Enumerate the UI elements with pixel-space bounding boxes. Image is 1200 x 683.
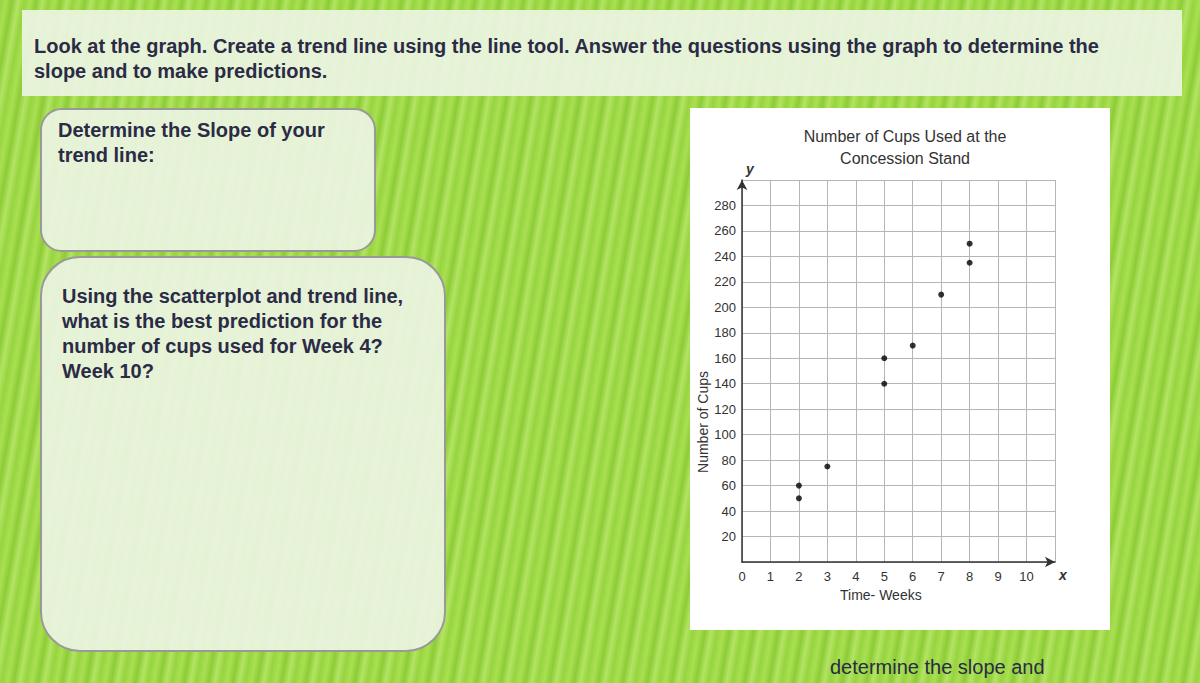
svg-text:260: 260 bbox=[714, 223, 736, 238]
svg-text:160: 160 bbox=[714, 351, 736, 366]
svg-text:4: 4 bbox=[852, 569, 859, 584]
html-text:determine the slope and: determine the slope and bbox=[830, 656, 1045, 678]
svg-text:180: 180 bbox=[714, 325, 736, 340]
svg-text:10: 10 bbox=[1019, 569, 1033, 584]
svg-text:200: 200 bbox=[714, 300, 736, 315]
svg-text:220: 220 bbox=[714, 274, 736, 289]
svg-text:0: 0 bbox=[738, 569, 745, 584]
svg-text:9: 9 bbox=[994, 569, 1001, 584]
svg-text:6: 6 bbox=[909, 569, 916, 584]
svg-text:40: 40 bbox=[722, 504, 736, 519]
svg-text:20: 20 bbox=[722, 529, 736, 544]
svg-text:100: 100 bbox=[714, 427, 736, 442]
svg-text:140: 140 bbox=[714, 376, 736, 391]
html-text:Look at the graph. Create a tr: Look at the graph. Create a trend line u… bbox=[34, 35, 1099, 82]
svg-text:280: 280 bbox=[714, 198, 736, 213]
svg-text:2: 2 bbox=[795, 569, 802, 584]
svg-text:1: 1 bbox=[767, 569, 774, 584]
svg-text:Number of Cups: Number of Cups bbox=[695, 371, 711, 473]
svg-text:8: 8 bbox=[966, 569, 973, 584]
svg-text:x: x bbox=[1058, 567, 1068, 583]
svg-text:Concession Stand: Concession Stand bbox=[840, 150, 970, 167]
svg-text:3: 3 bbox=[824, 569, 831, 584]
svg-text:80: 80 bbox=[722, 453, 736, 468]
svg-text:7: 7 bbox=[938, 569, 945, 584]
svg-text:120: 120 bbox=[714, 402, 736, 417]
svg-text:60: 60 bbox=[722, 478, 736, 493]
svg-text:5: 5 bbox=[881, 569, 888, 584]
svg-text:Number of Cups Used at the: Number of Cups Used at the bbox=[804, 128, 1007, 145]
svg-text:Time- Weeks: Time- Weeks bbox=[840, 587, 922, 603]
svg-text:y: y bbox=[745, 161, 755, 177]
svg-text:240: 240 bbox=[714, 249, 736, 264]
html-text:Determine the Slope of your tr: Determine the Slope of your trend line: bbox=[58, 119, 325, 166]
html-text:Using the scatterplot and tren: Using the scatterplot and trend line, wh… bbox=[62, 285, 404, 382]
